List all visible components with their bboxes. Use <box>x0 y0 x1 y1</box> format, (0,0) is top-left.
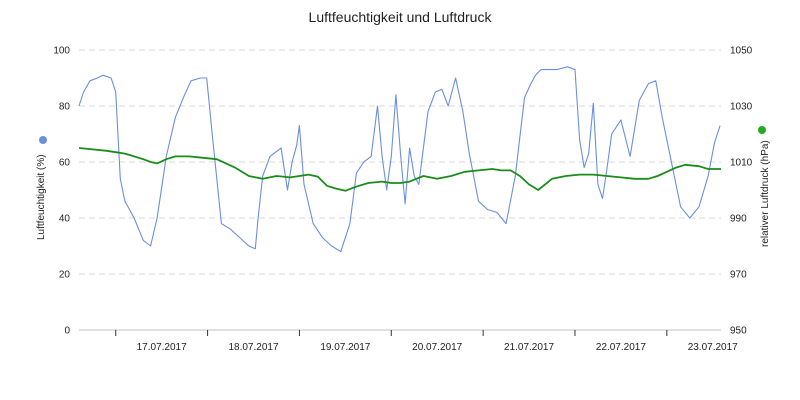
y-left-tick-label: 60 <box>59 158 71 169</box>
y-left-tick-layer: 0 20 40 60 80 100 <box>53 46 70 337</box>
x-tick-label: 21.07.2017 <box>504 342 554 353</box>
y-right-tick-label: 950 <box>730 326 747 337</box>
y-right-tick-label: 1010 <box>730 158 753 169</box>
series-layer <box>78 66 721 253</box>
chart-title: Luftfeuchtigkeit und Luftdruck <box>309 9 493 25</box>
y-right-tick-label: 1050 <box>730 46 753 57</box>
y-left-tick-label: 100 <box>53 46 70 57</box>
y-left-axis-label: Luftfeuchtigkeit (%) <box>36 154 47 240</box>
y-left-tick-label: 40 <box>59 214 71 225</box>
humidity-series-line <box>78 66 721 253</box>
x-tick-label: 22.07.2017 <box>596 342 646 353</box>
pressure-series-line <box>78 147 721 192</box>
x-tick-label: 20.07.2017 <box>412 342 462 353</box>
y-right-tick-label: 1030 <box>730 102 753 113</box>
y-left-tick-label: 0 <box>64 326 70 337</box>
y-left-tick-label: 80 <box>59 102 71 113</box>
y-right-tick-layer: 950 970 990 1010 1030 1050 <box>730 46 753 337</box>
y-right-axis-label: relativer Luftdruck (hPa) <box>760 140 771 247</box>
y-right-tick-label: 970 <box>730 270 747 281</box>
y-right-tick-label: 990 <box>730 214 747 225</box>
y-left-tick-label: 20 <box>59 270 71 281</box>
x-tick-label: 23.07.2017 <box>688 342 738 353</box>
left-axis-series-marker <box>39 136 47 144</box>
grid-layer <box>79 49 721 275</box>
x-tick-label: 18.07.2017 <box>228 342 278 353</box>
x-tick-label: 19.07.2017 <box>320 342 370 353</box>
x-tick-layer: 17.07.2017 18.07.2017 19.07.2017 20.07.2017… <box>115 330 738 353</box>
right-axis-series-marker <box>758 126 766 134</box>
x-tick-label: 17.07.2017 <box>137 342 187 353</box>
